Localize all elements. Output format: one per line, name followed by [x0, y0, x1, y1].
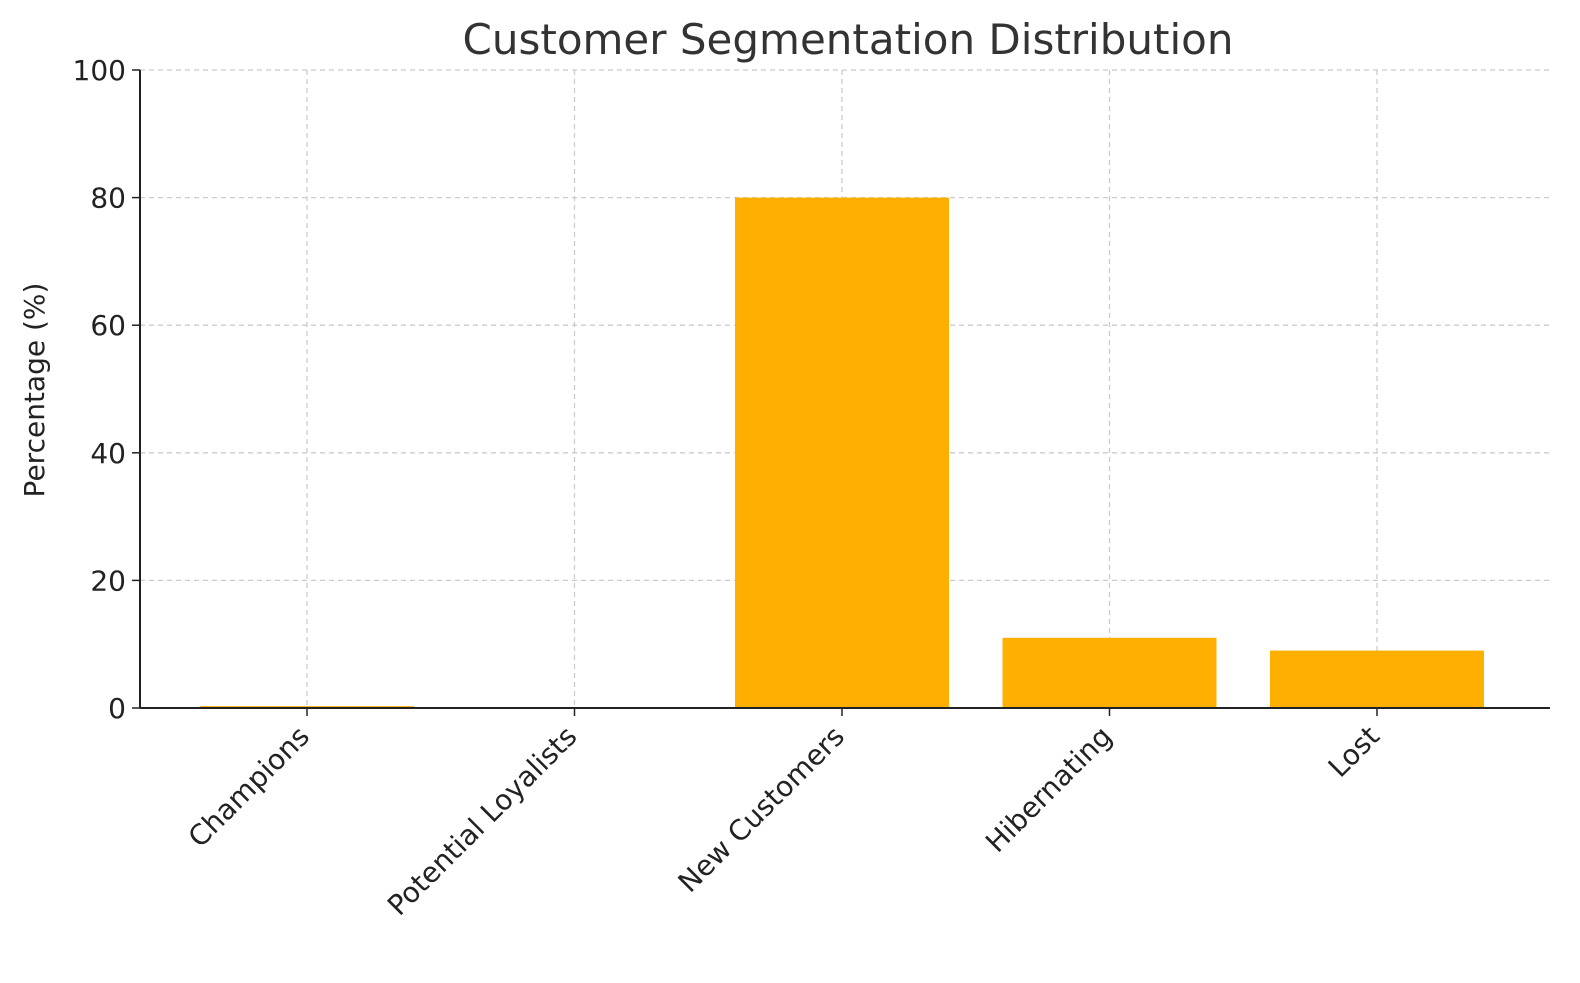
- x-tick-label: Lost: [1322, 720, 1386, 784]
- chart-title: Customer Segmentation Distribution: [463, 15, 1234, 64]
- y-tick-label: 60: [90, 309, 126, 342]
- y-tick-label: 100: [73, 54, 126, 87]
- y-tick-label: 20: [90, 564, 126, 597]
- x-tick-label: Potential Loyalists: [381, 720, 583, 922]
- y-axis-label: Percentage (%): [18, 283, 51, 498]
- axis-layer: [139, 70, 1550, 709]
- bar-new-customers: [735, 197, 949, 708]
- y-tick-label: 80: [90, 182, 126, 215]
- x-tick-label: New Customers: [672, 720, 851, 899]
- x-tick-label: Champions: [182, 720, 316, 854]
- tick-layer: 0 20 40 60 80 100 Champions Potential Loyalists…: [73, 54, 1386, 922]
- bar-hibernating: [1002, 637, 1217, 708]
- x-tick-label: Hibernating: [979, 720, 1118, 859]
- y-tick-label: 40: [90, 437, 126, 470]
- bar-layer: [200, 197, 1484, 708]
- y-tick-label: 0: [108, 692, 126, 725]
- bar-lost: [1270, 650, 1484, 708]
